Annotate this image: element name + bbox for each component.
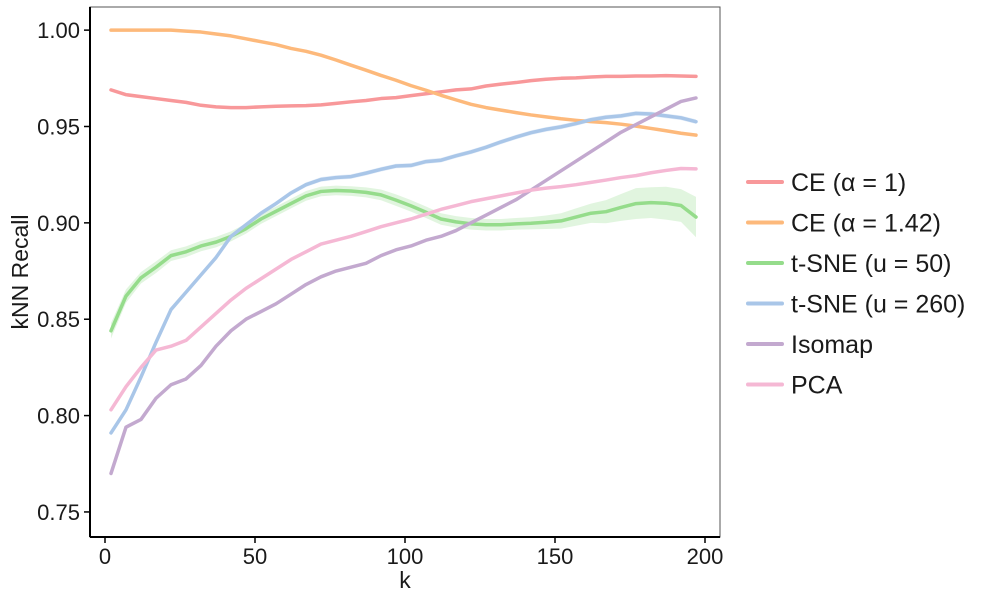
x-tick-label: 200 — [687, 544, 724, 569]
legend-label: t-SNE (u = 260) — [791, 291, 965, 319]
legend-label: CE (α = 1.42) — [791, 210, 941, 238]
y-tick-label: 0.80 — [37, 404, 80, 429]
x-ticks: 0 50 100 150 200 — [99, 537, 723, 569]
x-tick-label: 0 — [99, 544, 111, 569]
legend-label: Isomap — [791, 331, 873, 359]
plot-panel — [89, 6, 721, 538]
legend-label: CE (α = 1) — [791, 169, 906, 197]
series-lines — [109, 28, 698, 476]
legend-label: PCA — [791, 372, 843, 400]
x-tick-label: 50 — [243, 544, 267, 569]
line-ce-1 — [109, 73, 698, 110]
line-ce-1-42 — [109, 28, 698, 137]
line-t-sne-u-50 — [109, 188, 698, 333]
band-t-sne-u-50 — [111, 185, 696, 339]
y-tick-label: 0.85 — [37, 307, 80, 332]
y-tick-label: 0.95 — [37, 114, 80, 139]
line-pca — [109, 166, 698, 412]
x-tick-label: 150 — [537, 544, 574, 569]
y-tick-label: 1.00 — [37, 18, 80, 43]
y-tick-label: 0.75 — [37, 500, 80, 525]
legend: CE (α = 1) CE (α = 1.42) t-SNE (u = 50) t-S… — [746, 169, 965, 400]
y-ticks: 0.75 0.80 0.85 0.90 0.95 1.00 — [37, 18, 90, 525]
y-axis-title: kNN Recall — [7, 214, 33, 329]
y-tick-label: 0.90 — [37, 211, 80, 236]
x-tick-label: 100 — [387, 544, 424, 569]
line-t-sne-u-260 — [109, 111, 698, 435]
legend-label: t-SNE (u = 50) — [791, 250, 951, 278]
x-axis-title: k — [399, 567, 411, 593]
line-isomap — [109, 96, 698, 476]
